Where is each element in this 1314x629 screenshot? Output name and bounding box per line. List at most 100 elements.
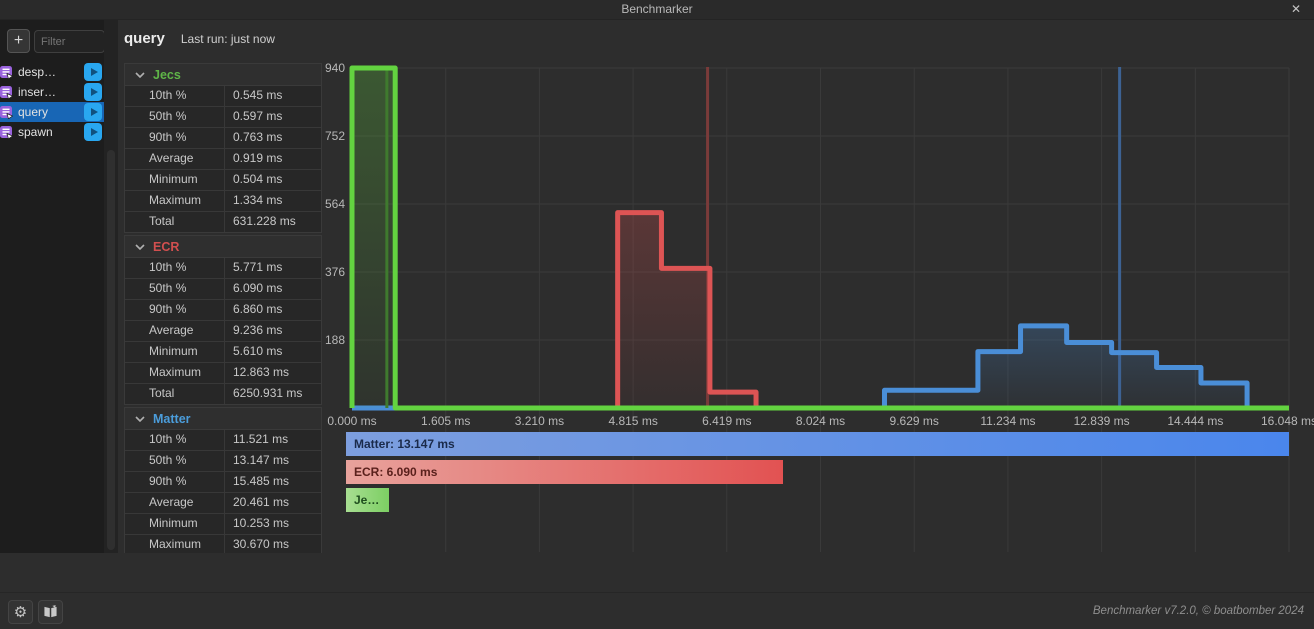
play-icon [90, 88, 98, 96]
stat-value: 6250.931 ms [233, 386, 303, 400]
run-button[interactable] [84, 83, 102, 101]
docs-button[interactable] [38, 600, 63, 624]
add-benchmark-button[interactable]: + [7, 29, 30, 53]
summary-bar-ecr[interactable]: ECR: 6.090 ms [346, 460, 783, 484]
stat-value: 0.504 ms [233, 172, 283, 186]
stat-row: 10th % 0.545 ms [125, 86, 321, 107]
run-button[interactable] [84, 103, 102, 121]
stat-value: 6.090 ms [233, 281, 283, 295]
stat-label: Minimum [125, 342, 225, 362]
stat-value: 631.228 ms [233, 214, 296, 228]
stat-section-jecs: Jecs 10th % 0.545 ms 50th % 0.597 ms 90th % 0.… [124, 63, 322, 233]
section-title: ECR [153, 239, 180, 254]
section-title: Matter [153, 411, 191, 426]
close-icon[interactable]: ✕ [1290, 2, 1302, 16]
stat-row: 10th % 5.771 ms [125, 258, 321, 279]
stat-value: 0.597 ms [233, 109, 283, 123]
stat-row: Maximum 1.334 ms [125, 191, 321, 212]
stat-label: Average [125, 149, 225, 169]
credit-text: Benchmarker v7.2.0, © boatbomber 2024 [1092, 605, 1304, 617]
stat-label: Maximum [125, 535, 225, 553]
play-icon [90, 108, 98, 116]
benchmark-name: inser… [18, 85, 57, 99]
x-axis-label: 11.234 ms [980, 414, 1035, 428]
y-axis-label: 752 [325, 129, 345, 143]
stat-row: Total 631.228 ms [125, 212, 321, 232]
window-title: Benchmarker [621, 2, 693, 16]
stat-value: 0.919 ms [233, 151, 283, 165]
stat-row: Average 20.461 ms [125, 493, 321, 514]
stat-label: Total [125, 212, 225, 232]
benchmark-name: desp… [18, 65, 57, 79]
x-axis-label: 0.000 ms [327, 414, 376, 428]
play-icon [90, 68, 98, 76]
stat-row: Minimum 5.610 ms [125, 342, 321, 363]
sidebar-item-spawn[interactable]: spawn [0, 122, 104, 142]
stat-row: 90th % 0.763 ms [125, 128, 321, 149]
benchmark-name: spawn [18, 125, 53, 139]
stat-value: 15.485 ms [233, 474, 290, 488]
stat-row: 50th % 13.147 ms [125, 451, 321, 472]
summary-bar-label: Matter: 13.147 ms [354, 437, 455, 451]
x-axis-label: 14.444 ms [1167, 414, 1223, 428]
stat-row: Minimum 0.504 ms [125, 170, 321, 191]
x-axis-label: 1.605 ms [421, 414, 470, 428]
panel-scrollbar[interactable] [104, 20, 118, 553]
sidebar: + desp… inser… query spawn [0, 20, 105, 553]
stat-value: 0.763 ms [233, 130, 283, 144]
benchmark-name: query [18, 105, 49, 119]
stat-value: 6.860 ms [233, 302, 283, 316]
chevron-down-icon [135, 71, 145, 78]
chart-svg: 188 376 564 752 940 0.000 ms 1.605 ms 3.210 ms 4… [325, 61, 1314, 552]
section-header[interactable]: Matter [125, 408, 321, 430]
sidebar-item-inser[interactable]: inser… [0, 82, 104, 102]
series-fill-matter [352, 325, 1289, 408]
stat-label: 10th % [125, 86, 225, 106]
footer-bar: ⚙ Benchmarker v7.2.0, © boatbomber 2024 [0, 592, 1314, 629]
stat-label: Maximum [125, 363, 225, 383]
x-axis-label: 4.815 ms [608, 414, 657, 428]
stat-row: 50th % 0.597 ms [125, 107, 321, 128]
stat-value: 5.610 ms [233, 344, 283, 358]
scrollbar-thumb[interactable] [107, 150, 115, 550]
y-axis-label: 940 [325, 61, 345, 75]
run-button[interactable] [84, 63, 102, 81]
x-axis-label: 16.048 ms [1261, 414, 1314, 428]
module-script-icon [0, 105, 13, 119]
filter-input[interactable] [34, 30, 105, 53]
summary-bar-label: ECR: 6.090 ms [354, 465, 438, 479]
stat-row: Total 6250.931 ms [125, 384, 321, 404]
play-icon [90, 128, 98, 136]
x-axis-label: 3.210 ms [515, 414, 564, 428]
stat-label: 50th % [125, 107, 225, 127]
stat-label: 10th % [125, 430, 225, 450]
stat-label: 90th % [125, 300, 225, 320]
chart-area: 188 376 564 752 940 0.000 ms 1.605 ms 3.210 ms 4… [322, 55, 1314, 555]
chevron-down-icon [135, 415, 145, 422]
stat-section-ecr: ECR 10th % 5.771 ms 50th % 6.090 ms 90th % 6.8… [124, 235, 322, 405]
stat-label: Total [125, 384, 225, 404]
module-script-icon [0, 85, 13, 99]
summary-bar-matter[interactable]: Matter: 13.147 ms [346, 432, 1289, 456]
section-header[interactable]: Jecs [125, 64, 321, 86]
stat-value: 20.461 ms [233, 495, 290, 509]
y-axis-label: 376 [325, 265, 345, 279]
stats-panel: Jecs 10th % 0.545 ms 50th % 0.597 ms 90th % 0.… [124, 63, 322, 553]
sidebar-item-query[interactable]: query [0, 102, 104, 122]
section-title: Jecs [153, 67, 181, 82]
last-run-label: Last run: just now [180, 32, 275, 46]
benchmark-list: desp… inser… query spawn [0, 62, 104, 142]
section-header[interactable]: ECR [125, 236, 321, 258]
stat-label: Minimum [125, 170, 225, 190]
summary-bar-jecs[interactable]: Jecs: 0.597 ms [346, 488, 389, 512]
x-axis-label: 6.419 ms [702, 414, 751, 428]
stat-value: 0.545 ms [233, 88, 283, 102]
sidebar-item-desp[interactable]: desp… [0, 62, 104, 82]
run-button[interactable] [84, 123, 102, 141]
stat-row: 90th % 6.860 ms [125, 300, 321, 321]
x-axis-label: 12.839 ms [1074, 414, 1130, 428]
stat-row: Minimum 10.253 ms [125, 514, 321, 535]
stat-label: Average [125, 321, 225, 341]
stat-row: Average 9.236 ms [125, 321, 321, 342]
settings-button[interactable]: ⚙ [8, 600, 33, 624]
